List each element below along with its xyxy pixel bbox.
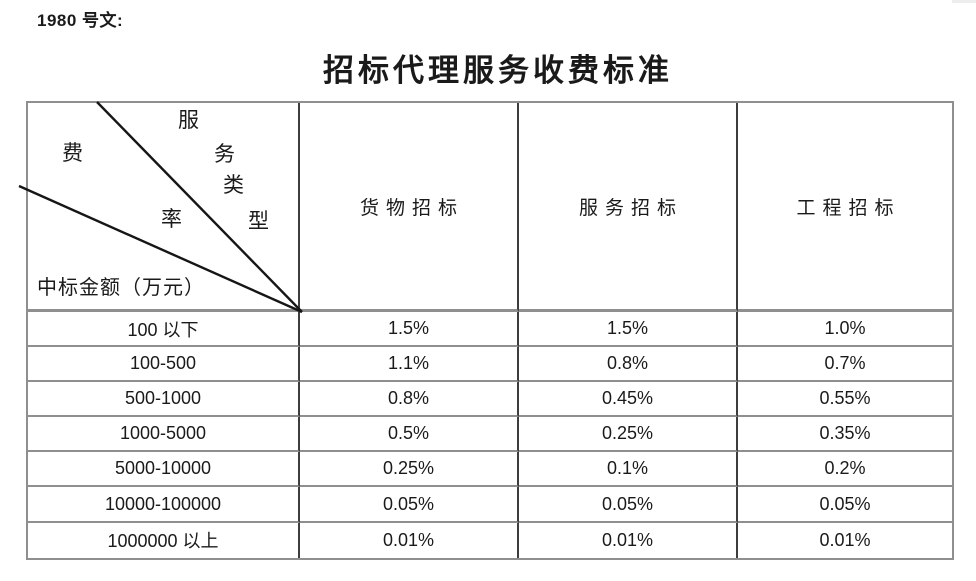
rate-cell: 0.25% bbox=[300, 452, 519, 488]
diagonal-line-upper bbox=[96, 101, 303, 313]
rate-cell: 0.01% bbox=[819, 529, 871, 550]
corner-char-service: 型 bbox=[248, 209, 269, 233]
rate-cell: 0.2% bbox=[738, 452, 952, 488]
amount-axis-label: 中标金额（万元） bbox=[37, 277, 205, 299]
rate-cell: 0.1% bbox=[519, 452, 738, 488]
rate-cell: 0.01% bbox=[300, 522, 519, 558]
rate-cell: 0.8% bbox=[519, 347, 738, 383]
rate-cell: 1.1% bbox=[300, 347, 519, 383]
amount-cell: 1000000 以上 bbox=[28, 522, 300, 558]
column-header-works: 工程招标 bbox=[738, 103, 952, 312]
rate-cell: 0.8% bbox=[300, 382, 519, 418]
corner-char-service: 务 bbox=[214, 142, 235, 166]
corner-char-service: 服 bbox=[178, 108, 199, 132]
rate-cell: 0.05% bbox=[519, 487, 738, 523]
rate-cell: 1.5% bbox=[300, 312, 519, 348]
corner-char-service: 类 bbox=[223, 173, 244, 197]
column-header-service: 服务招标 bbox=[519, 103, 738, 312]
diagonal-line-lower bbox=[18, 184, 303, 314]
rate-cell: 0.55% bbox=[738, 382, 952, 418]
page-title: 招标代理服务收费标准 bbox=[323, 53, 673, 88]
rate-cell: 0.5% bbox=[300, 417, 519, 453]
amount-cell: 10000-100000 bbox=[28, 487, 300, 523]
rate-cell: 0.25% bbox=[519, 417, 738, 453]
amount-cell: 5000-10000 bbox=[28, 452, 300, 488]
rate-cell: 0.05% bbox=[300, 487, 519, 523]
column-header-goods: 货物招标 bbox=[300, 103, 519, 312]
document-number: 1980 号文: bbox=[37, 11, 124, 30]
corner-cell: 服 务 类 型 费 率 中标金额（万元） bbox=[18, 101, 303, 314]
rate-cell: 0.01% bbox=[519, 522, 738, 558]
fee-table: 服 务 类 型 费 率 中标金额（万元） 货物招标 服务招标 工程招标 100 … bbox=[18, 101, 954, 560]
screen-edge-artifact bbox=[952, 0, 976, 3]
diagonal-lines bbox=[18, 101, 303, 314]
amount-cell: 500-1000 bbox=[28, 382, 300, 418]
corner-char-fee: 费 bbox=[62, 141, 83, 165]
rate-cell: 0.7% bbox=[738, 347, 952, 383]
rate-cell: 1.5% bbox=[519, 312, 738, 348]
rate-cell: 1.0% bbox=[738, 312, 952, 348]
corner-char-fee: 率 bbox=[161, 207, 182, 231]
amount-cell: 100 以下 bbox=[28, 312, 300, 348]
amount-cell: 100-500 bbox=[28, 347, 300, 383]
rate-cell: 0.05% bbox=[738, 487, 952, 523]
rate-cell: 0.35% bbox=[738, 417, 952, 453]
rate-cell: 0.45% bbox=[519, 382, 738, 418]
amount-cell: 1000-5000 bbox=[28, 417, 300, 453]
